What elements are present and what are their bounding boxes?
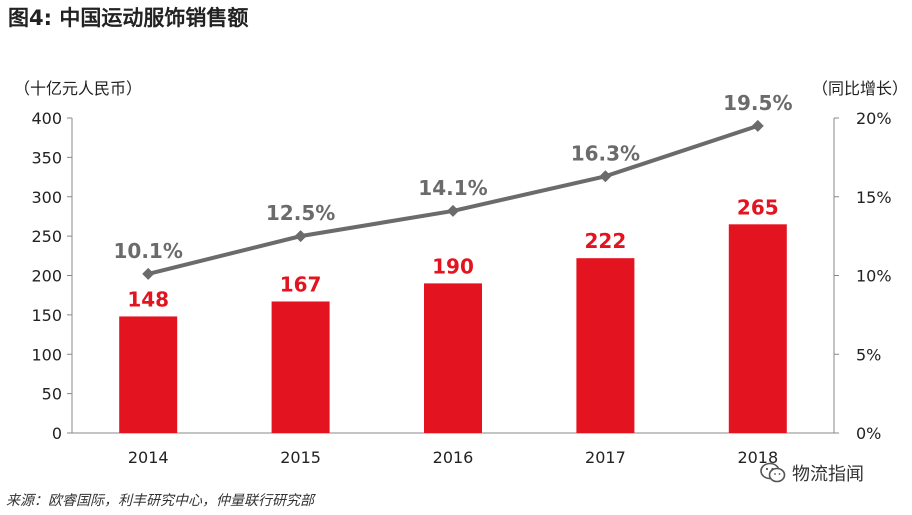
x-tick-label: 2017 xyxy=(585,448,626,467)
right-tick-label: 0% xyxy=(856,424,881,443)
bar-value-label: 167 xyxy=(280,272,322,296)
left-tick-label: 350 xyxy=(31,148,62,167)
right-tick-label: 20% xyxy=(856,109,892,128)
growth-point xyxy=(447,204,459,217)
right-tick-label: 10% xyxy=(856,267,892,286)
watermark: 物流指闻 xyxy=(760,460,864,486)
x-tick-label: 2015 xyxy=(280,448,321,467)
growth-point xyxy=(294,230,307,243)
x-tick-label: 2016 xyxy=(433,448,474,467)
growth-point xyxy=(599,170,612,183)
left-tick-label: 100 xyxy=(31,345,62,364)
growth-point xyxy=(751,119,764,132)
x-tick-label: 2018 xyxy=(737,448,778,467)
bar-value-label: 148 xyxy=(127,287,169,311)
chart-title: 图4: 中国运动服饰销售额 xyxy=(8,6,249,30)
left-tick-label: 150 xyxy=(31,306,62,325)
bar-value-label: 190 xyxy=(432,254,474,278)
source-note: 来源：欧睿国际，利丰研究中心，仲量联行研究部 xyxy=(6,493,314,509)
watermark-text: 物流指闻 xyxy=(792,464,864,485)
bar-2017 xyxy=(576,258,635,433)
growth-value-label: 10.1% xyxy=(114,239,183,263)
growth-point xyxy=(142,267,155,280)
growth-value-label: 14.1% xyxy=(418,176,487,200)
right-tick-label: 5% xyxy=(856,345,881,364)
left-tick-label: 50 xyxy=(42,385,62,404)
left-tick-label: 250 xyxy=(31,227,62,246)
growth-value-label: 16.3% xyxy=(571,141,640,165)
growth-value-label: 12.5% xyxy=(266,201,335,225)
right-tick-label: 15% xyxy=(856,188,892,207)
bar-value-label: 222 xyxy=(585,229,627,253)
bar-2018 xyxy=(728,224,787,433)
bar-2015 xyxy=(271,301,330,433)
left-tick-label: 400 xyxy=(31,109,62,128)
left-axis-unit: （十亿元人民币） xyxy=(14,79,143,98)
bar-value-label: 265 xyxy=(737,195,779,219)
bar-2016 xyxy=(424,283,482,433)
left-tick-label: 0 xyxy=(52,424,62,443)
growth-value-label: 19.5% xyxy=(723,91,792,115)
x-tick-label: 2014 xyxy=(128,448,169,467)
left-tick-label: 300 xyxy=(31,188,62,207)
left-tick-label: 200 xyxy=(31,267,62,286)
right-axis-unit: （同比增长） xyxy=(812,79,909,98)
wechat-icon xyxy=(760,462,786,484)
bar-2014 xyxy=(119,316,178,433)
